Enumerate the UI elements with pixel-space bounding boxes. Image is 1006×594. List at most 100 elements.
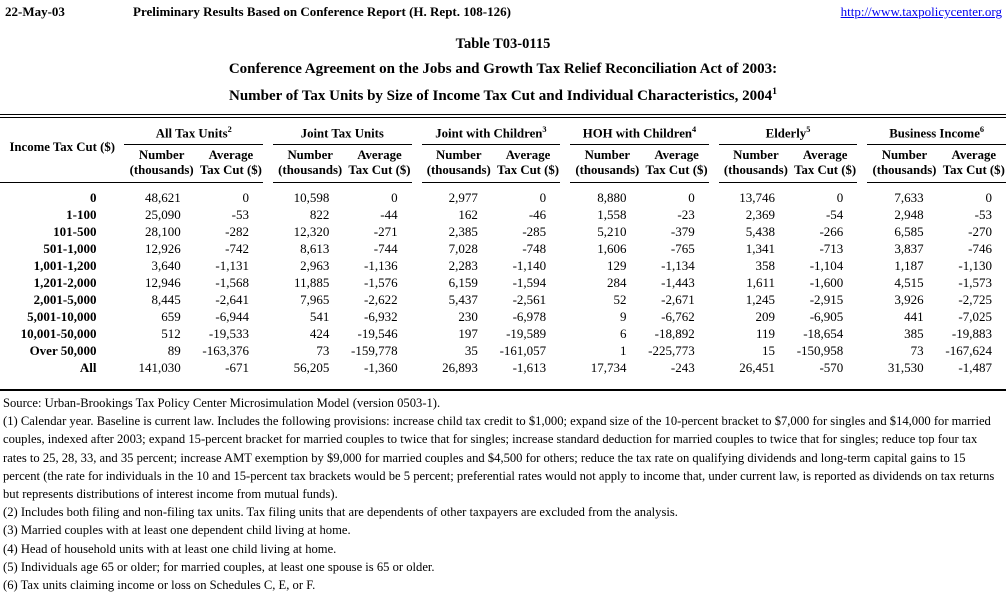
column-spacer xyxy=(709,183,719,207)
column-spacer xyxy=(412,325,422,342)
column-spacer xyxy=(560,240,570,257)
footnote-marker: 4 xyxy=(692,125,697,135)
average-tax-cut-value: -1,130 xyxy=(958,258,992,273)
footnote-marker: 3 xyxy=(542,125,547,135)
number-thousands-value: 2,385 xyxy=(448,224,478,239)
column-spacer xyxy=(709,308,719,325)
number-thousands-value: 7,965 xyxy=(300,292,330,307)
column-spacer xyxy=(412,359,422,376)
average-tax-cut-value: -6,978 xyxy=(512,309,547,324)
tax-units-table: Income Tax Cut ($) All Tax Units2 Joint … xyxy=(0,114,1006,376)
number-thousands-value: 12,320 xyxy=(293,224,330,239)
footnote-6: (6) Tax units claiming income or loss on… xyxy=(3,578,316,593)
average-tax-cut-value: -713 xyxy=(819,241,844,256)
average-header: Average xyxy=(357,147,402,162)
table-subject-title: Number of Tax Units by Size of Income Ta… xyxy=(0,86,1006,105)
average-tax-cut-value: -1,573 xyxy=(958,275,992,290)
footnote-marker: 2 xyxy=(227,125,232,135)
column-spacer xyxy=(263,308,273,325)
number-thousands-value: 52 xyxy=(613,292,627,307)
average-tax-cut-value: -19,589 xyxy=(506,326,547,341)
table-header: Income Tax Cut ($) All Tax Units2 Joint … xyxy=(0,116,1006,183)
average-tax-cut-value: -1,136 xyxy=(363,258,398,273)
column-spacer xyxy=(709,240,719,257)
column-spacer xyxy=(560,116,570,183)
column-spacer xyxy=(709,223,719,240)
table-row: 2,001-5,000 8,445 -2,641 7,965 -2,622 5,437 -2… xyxy=(0,291,1006,308)
income-tax-cut-row-label: 501-1,000 xyxy=(43,241,97,256)
income-tax-cut-row-label: 2,001-5,000 xyxy=(33,292,97,307)
column-spacer xyxy=(263,257,273,274)
column-spacer xyxy=(857,342,867,359)
average-tax-cut-value: -1,134 xyxy=(661,258,695,273)
column-spacer xyxy=(857,116,867,183)
column-spacer xyxy=(709,274,719,291)
average-tax-cut-value: -266 xyxy=(819,224,844,239)
number-thousands-value: 512 xyxy=(161,326,181,341)
average-tax-cut-value: -748 xyxy=(522,241,547,256)
average-tax-cut-value: -163,376 xyxy=(202,343,250,358)
column-spacer xyxy=(709,206,719,223)
number-thousands-value: 1 xyxy=(619,343,627,358)
taxpolicycenter-link[interactable]: http://www.taxpolicycenter.org xyxy=(840,4,1002,19)
number-thousands-value: 4,515 xyxy=(894,275,924,290)
average-tax-cut-value: -1,104 xyxy=(809,258,844,273)
column-spacer xyxy=(709,116,719,183)
table-row: Over 50,000 89 -163,376 73 -159,778 35 -161,05… xyxy=(0,342,1006,359)
column-spacer xyxy=(412,308,422,325)
column-spacer xyxy=(857,291,867,308)
column-spacer xyxy=(857,257,867,274)
average-tax-cut-value: -53 xyxy=(974,207,992,222)
average-tax-cut-value: 0 xyxy=(242,190,250,205)
number-thousands-value: 6 xyxy=(619,326,627,341)
column-spacer xyxy=(560,325,570,342)
average-header: Average xyxy=(654,147,699,162)
column-spacer xyxy=(412,183,422,207)
number-thousands-value: 284 xyxy=(606,275,627,290)
column-spacer xyxy=(857,308,867,325)
table-row: 1-100 25,090 -53 822 -44 162 -46 1,558 -23 2,369 -… xyxy=(0,206,1006,223)
average-tax-cut-value: -2,725 xyxy=(958,292,992,307)
number-thousands-value: 35 xyxy=(464,343,478,358)
number-header: Number xyxy=(287,147,333,162)
average-tax-cut-value: -1,576 xyxy=(363,275,398,290)
tax-cut-header: Tax Cut ($) xyxy=(347,162,412,183)
average-tax-cut-value: -271 xyxy=(373,224,398,239)
act-title: Conference Agreement on the Jobs and Gro… xyxy=(228,61,778,77)
column-spacer xyxy=(709,359,719,376)
column-spacer xyxy=(709,257,719,274)
average-tax-cut-value: -6,944 xyxy=(215,309,250,324)
group-header-hoh-with-children: HOH with Children4 xyxy=(570,116,709,145)
column-spacer xyxy=(560,359,570,376)
income-tax-cut-row-label: 101-500 xyxy=(53,224,97,239)
number-thousands-value: 17,734 xyxy=(590,360,627,375)
average-tax-cut-value: -19,546 xyxy=(357,326,398,341)
number-header: Number xyxy=(733,147,779,162)
thousands-header: (thousands) xyxy=(867,162,942,183)
number-thousands-value: 2,948 xyxy=(894,207,924,222)
number-thousands-value: 9 xyxy=(619,309,627,324)
column-spacer xyxy=(857,325,867,342)
income-tax-cut-row-label: Over 50,000 xyxy=(29,343,97,358)
average-tax-cut-value: -765 xyxy=(670,241,695,256)
average-tax-cut-value: -285 xyxy=(522,224,547,239)
column-spacer xyxy=(412,291,422,308)
number-thousands-value: 48,621 xyxy=(145,190,181,205)
group-header-joint-with-children: Joint with Children3 xyxy=(421,116,561,145)
average-header: Average xyxy=(505,147,551,162)
column-spacer xyxy=(263,183,273,207)
group-header-all-tax-units: All Tax Units2 xyxy=(124,116,264,145)
column-spacer xyxy=(412,116,422,183)
average-tax-cut-value: -1,131 xyxy=(215,258,250,273)
number-thousands-value: 31,530 xyxy=(887,360,924,375)
average-tax-cut-value: -2,641 xyxy=(215,292,250,307)
number-thousands-value: 230 xyxy=(458,309,478,324)
column-spacer xyxy=(560,274,570,291)
average-tax-cut-value: -1,600 xyxy=(809,275,844,290)
average-tax-cut-value: -53 xyxy=(231,207,250,222)
average-tax-cut-value: -2,671 xyxy=(661,292,695,307)
number-header: Number xyxy=(436,147,482,162)
average-tax-cut-value: 0 xyxy=(836,190,844,205)
subheader-row-2: (thousands) Tax Cut ($) (thousands) Tax … xyxy=(0,162,1006,183)
